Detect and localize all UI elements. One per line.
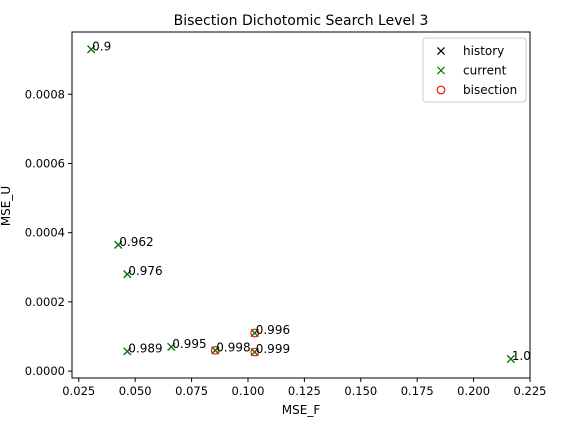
- current-point: [250, 328, 259, 338]
- x-axis-label: MSE_F: [282, 403, 321, 417]
- x-tick-label: 0.025: [62, 384, 95, 398]
- marker-stroke: [114, 240, 123, 249]
- legend-history-label: history: [463, 44, 504, 58]
- current-point: [250, 348, 259, 357]
- current-point: [123, 347, 132, 356]
- marker-stroke: [250, 328, 259, 338]
- chart-title: Bisection Dichotomic Search Level 3: [174, 13, 429, 29]
- point-label: 0.996: [256, 323, 290, 337]
- current-point: [114, 240, 123, 249]
- legend-bisection-label: bisection: [463, 83, 517, 97]
- x-tick-label: 0.100: [232, 384, 265, 398]
- point-label: 0.998: [216, 340, 250, 354]
- current-point: [123, 270, 132, 279]
- marker-stroke: [250, 348, 259, 357]
- marker-stroke: [436, 66, 446, 75]
- x-tick-label: 0.125: [288, 384, 321, 398]
- marker-stroke: [167, 342, 176, 351]
- marker-stroke: [506, 354, 515, 363]
- current-point: [211, 346, 220, 355]
- legend-current-label: current: [463, 64, 507, 78]
- data-marks: [87, 45, 515, 363]
- plot-area: [71, 31, 531, 379]
- legend: history current bisection: [422, 37, 527, 103]
- y-tick-label: 0.0008: [25, 87, 65, 101]
- y-tick-label: 0.0006: [25, 156, 65, 170]
- point-label: 1.0: [512, 349, 531, 363]
- marker-stroke: [87, 45, 96, 54]
- x-tick-label: 0.150: [344, 384, 377, 398]
- bisection-point: [250, 328, 260, 338]
- current-point: [506, 354, 515, 363]
- marker-stroke: [123, 270, 132, 279]
- y-tick-label: 0.0002: [25, 295, 65, 309]
- current-point: [167, 342, 176, 351]
- point-label: 0.976: [128, 264, 162, 278]
- y-tick-label: 0.0000: [25, 364, 65, 378]
- x-tick-label: 0.225: [514, 384, 547, 398]
- legend-history-marker: [436, 46, 446, 56]
- bisection-point: [210, 345, 220, 355]
- y-axis-label: MSE_U: [0, 186, 13, 226]
- point-label: 0.962: [119, 235, 153, 249]
- marker-stroke: [123, 347, 132, 356]
- current-point: [87, 45, 96, 54]
- x-tick-label: 0.075: [175, 384, 208, 398]
- point-label: 0.999: [256, 342, 290, 356]
- x-tick-label: 0.175: [401, 384, 434, 398]
- point-label: 0.989: [128, 341, 162, 355]
- axis-ticks: 0.025 0.050 0.075 0.100 0.125 0.150 0.175 0.200…: [25, 87, 547, 398]
- x-tick-label: 0.200: [457, 384, 490, 398]
- legend-current-marker: [436, 66, 446, 75]
- bisection-point: [250, 347, 260, 357]
- point-label: 0.9: [92, 39, 111, 53]
- x-tick-label: 0.050: [119, 384, 152, 398]
- marker-stroke: [436, 46, 446, 56]
- point-label: 0.995: [172, 337, 206, 351]
- marker-stroke: [211, 346, 220, 355]
- point-labels: 0.9 0.962 0.976 0.989 0.995 0.998 0.996 0.999 1.…: [92, 39, 531, 363]
- plot-frame: [71, 31, 531, 379]
- y-tick-label: 0.0004: [25, 226, 65, 240]
- legend-bisection-marker: [436, 85, 446, 95]
- legend-box: [422, 37, 527, 103]
